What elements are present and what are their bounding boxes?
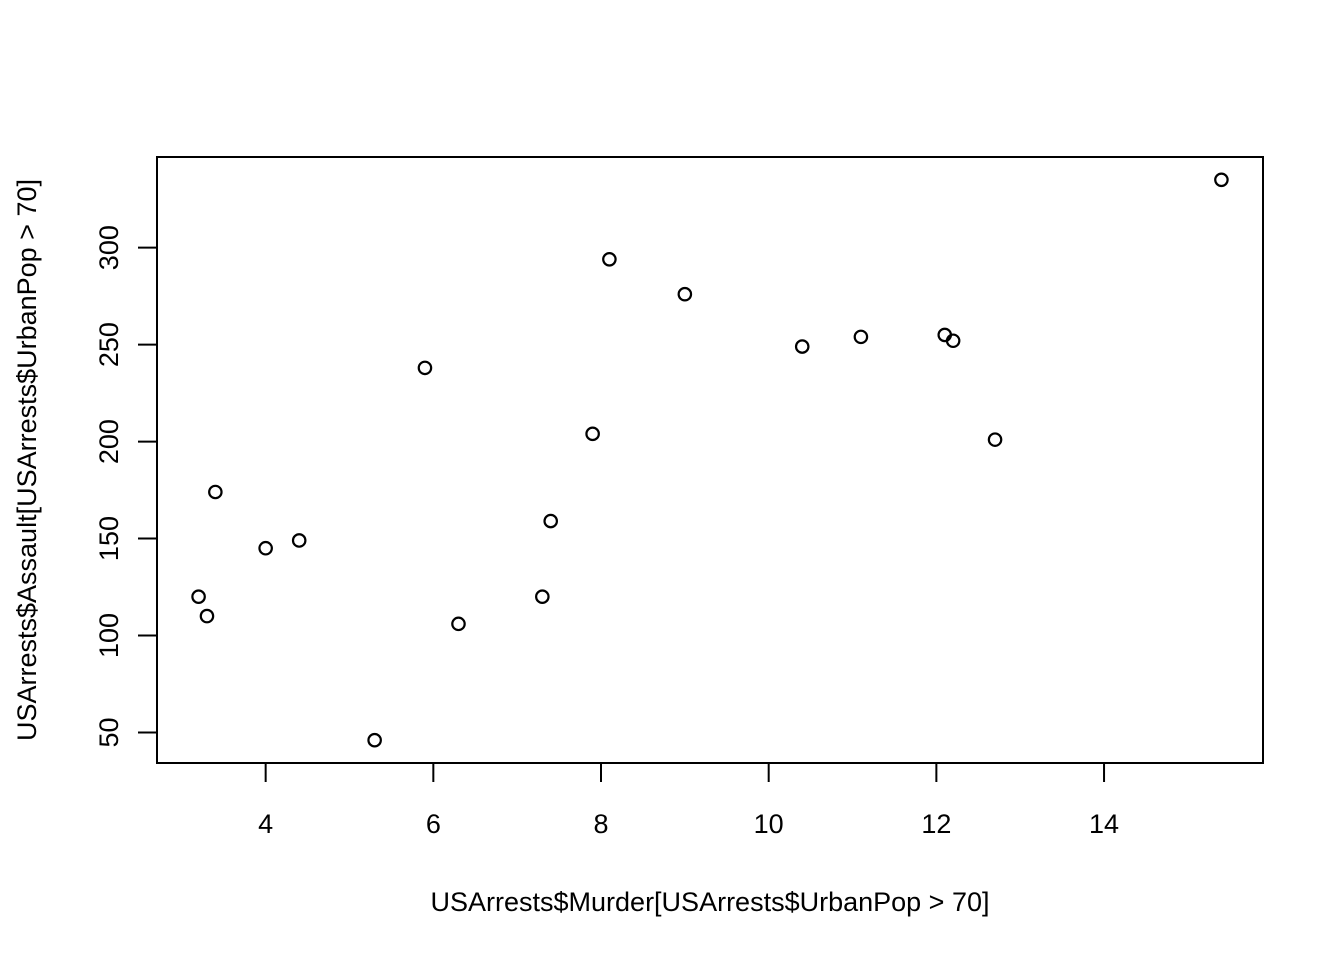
x-tick-label: 8 — [593, 809, 608, 839]
data-point — [191, 589, 206, 605]
data-point — [208, 484, 223, 500]
y-tick-label: 100 — [94, 613, 124, 658]
data-points — [191, 172, 1229, 748]
data-point — [367, 732, 382, 748]
data-point — [451, 616, 466, 632]
y-axis: 50 100 150 200 250 300 — [94, 225, 158, 747]
x-tick-label: 12 — [921, 809, 951, 839]
x-tick-label: 4 — [258, 809, 273, 839]
plot-frame — [156, 156, 1264, 764]
y-tick-label: 300 — [94, 225, 124, 270]
data-point — [602, 252, 617, 267]
y-tick-label: 150 — [94, 516, 124, 561]
x-tick-label: 6 — [426, 809, 441, 839]
data-point — [945, 333, 961, 349]
data-point — [987, 432, 1003, 447]
data-point — [199, 608, 215, 624]
data-point — [1214, 172, 1229, 188]
data-point — [677, 286, 693, 302]
x-tick-label: 10 — [754, 809, 784, 839]
y-tick-label: 50 — [94, 717, 124, 747]
y-tick-label: 200 — [94, 419, 124, 464]
data-point — [417, 360, 433, 376]
data-point — [258, 540, 273, 556]
data-point — [543, 513, 559, 529]
y-axis-title: USArrests$Assault[USArrests$UrbanPop > 7… — [12, 179, 42, 741]
x-axis-title: USArrests$Murder[USArrests$UrbanPop > 70… — [431, 887, 990, 917]
data-point — [291, 533, 307, 548]
y-tick-label: 250 — [94, 322, 124, 367]
data-point — [794, 339, 810, 354]
x-axis: 4 6 8 10 12 14 — [258, 762, 1119, 839]
data-point — [585, 426, 600, 442]
x-tick-label: 14 — [1089, 809, 1119, 839]
data-point — [853, 329, 869, 345]
data-point — [535, 589, 550, 605]
